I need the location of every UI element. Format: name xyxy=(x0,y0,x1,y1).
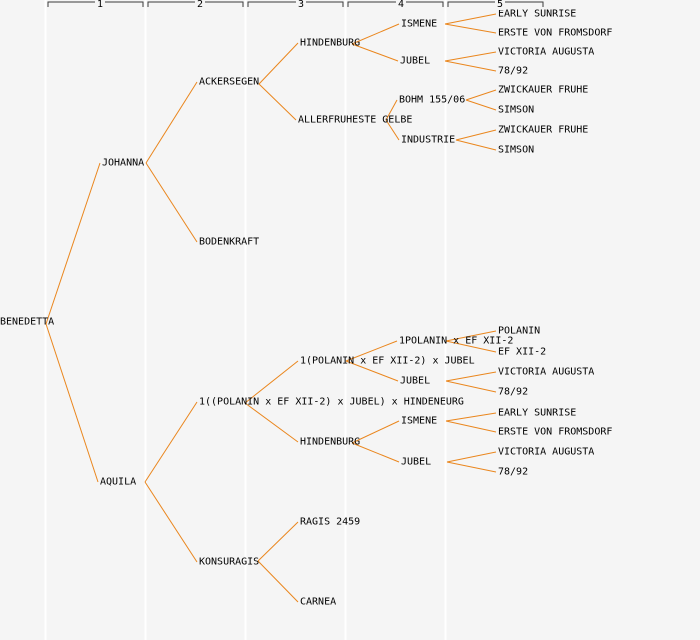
edge-hindenburg1-jubel1 xyxy=(351,43,399,62)
tree-node-jubel1: JUBEL xyxy=(400,55,431,67)
tree-node-early2: EARLY SUNRISE xyxy=(498,407,577,419)
edge-jubel2-n7892b xyxy=(445,380,497,393)
edge-cross4-efxii2 xyxy=(445,340,497,353)
tree-node-cross4: 1POLANIN x EF XII-2 xyxy=(399,335,514,347)
generation-number-1: 1 xyxy=(94,0,106,10)
edge-konsuragis-ragis xyxy=(257,521,299,562)
generation-number-5: 5 xyxy=(494,0,506,10)
edge-hindenburg2-jubel3 xyxy=(351,442,400,463)
edge-cross4-polanin xyxy=(445,330,497,342)
tree-node-bohm: BOHM 155/06 xyxy=(399,94,466,106)
edge-jubel3-victoria3 xyxy=(446,451,497,463)
tree-node-ackersegen: ACKERSEGEN xyxy=(199,76,260,88)
tree-node-erste1: ERSTE VON FROMSDORF xyxy=(498,27,613,39)
tree-node-allerfruheste: ALLERFRUHESTE GELBE xyxy=(298,114,413,126)
tree-node-zwickauer1: ZWICKAUER FRUHE xyxy=(498,84,589,96)
edge-bohm-simson1 xyxy=(465,99,497,111)
edge-ismene2-early2 xyxy=(445,412,497,422)
tree-node-early1: EARLY SUNRISE xyxy=(498,8,577,20)
tree-node-n7892a: 78/92 xyxy=(498,65,529,77)
edge-industrie-simson2 xyxy=(455,139,497,151)
edge-hindenburg2-ismene2 xyxy=(351,420,400,444)
edge-ismene2-erste2 xyxy=(445,420,497,433)
edge-konsuragis-carnea xyxy=(257,560,299,603)
tree-node-n7892c: 78/92 xyxy=(498,466,529,478)
tree-node-benedetta: BENEDETTA xyxy=(0,316,55,328)
tree-node-simson1: SIMSON xyxy=(498,104,535,116)
tree-node-aquila: AQUILA xyxy=(100,476,137,488)
edge-johanna-ackersegen xyxy=(145,81,198,164)
edge-industrie-zwickauer2 xyxy=(455,129,497,141)
edge-jubel3-n7892c xyxy=(446,461,497,473)
tree-node-industrie: INDUSTRIE xyxy=(401,134,456,146)
edge-ackersegen-allerfruheste xyxy=(258,83,297,121)
tree-node-cross2: 1((POLANIN x EF XII-2) x JUBEL) x HINDEN… xyxy=(199,396,464,408)
edge-benedetta-aquila xyxy=(45,323,99,483)
edge-aquila-konsuragis xyxy=(144,481,198,563)
tree-node-erste2: ERSTE VON FROMSDORF xyxy=(498,426,613,438)
tree-node-simson2: SIMSON xyxy=(498,144,535,156)
tree-node-hindenburg2: HINDENBURG xyxy=(300,436,361,448)
tree-node-ismene1: ISMENE xyxy=(401,18,438,30)
edge-aquila-cross2 xyxy=(144,401,198,483)
tree-node-johanna: JOHANNA xyxy=(102,157,145,169)
edge-jubel1-victoria1 xyxy=(444,51,497,62)
edge-cross2-cross3 xyxy=(244,360,299,404)
edge-ismene1-early1 xyxy=(444,13,497,25)
tree-node-victoria1: VICTORIA AUGUSTA xyxy=(498,46,595,58)
tree-node-zwickauer2: ZWICKAUER FRUHE xyxy=(498,124,589,136)
edge-ismene1-erste1 xyxy=(444,23,497,34)
tree-node-ragis: RAGIS 2459 xyxy=(300,516,361,528)
generation-bracket-4 xyxy=(347,1,444,7)
generation-bracket-3 xyxy=(247,1,344,7)
tree-node-victoria3: VICTORIA AUGUSTA xyxy=(498,446,595,458)
edge-cross3-jubel2 xyxy=(345,360,399,382)
tree-node-polanin: POLANIN xyxy=(498,325,541,337)
generation-number-4: 4 xyxy=(395,0,407,10)
tree-node-cross3: 1(POLANIN x EF XII-2) x JUBEL xyxy=(300,355,475,367)
edge-allerfruheste-bohm xyxy=(385,99,398,121)
edge-jubel1-n7892a xyxy=(444,60,497,72)
edge-benedetta-johanna xyxy=(45,162,101,325)
tree-node-hindenburg1: HINDENBURG xyxy=(300,37,361,49)
edge-johanna-bodenkraft xyxy=(145,162,198,243)
edge-allerfruheste-industrie xyxy=(385,119,400,141)
tree-node-carnea: CARNEA xyxy=(300,596,337,608)
tree-node-bodenkraft: BODENKRAFT xyxy=(199,236,260,248)
edge-hindenburg1-ismene1 xyxy=(351,23,400,45)
generation-number-3: 3 xyxy=(295,0,307,10)
tree-node-jubel3: JUBEL xyxy=(401,456,432,468)
edge-bohm-zwickauer1 xyxy=(465,89,497,101)
tree-node-konsuragis: KONSURAGIS xyxy=(199,556,260,568)
tree-node-efxii2: EF XII-2 xyxy=(498,346,547,358)
tree-node-jubel2: JUBEL xyxy=(400,375,431,387)
edge-jubel2-victoria2 xyxy=(445,371,497,382)
tree-node-n7892b: 78/92 xyxy=(498,386,529,398)
tree-node-ismene2: ISMENE xyxy=(401,415,438,427)
edge-cross3-cross4 xyxy=(345,340,398,362)
generation-number-2: 2 xyxy=(194,0,206,10)
edge-ackersegen-hindenburg1 xyxy=(258,42,299,85)
tree-node-victoria2: VICTORIA AUGUSTA xyxy=(498,366,595,378)
edge-cross2-hindenburg2 xyxy=(244,402,299,443)
